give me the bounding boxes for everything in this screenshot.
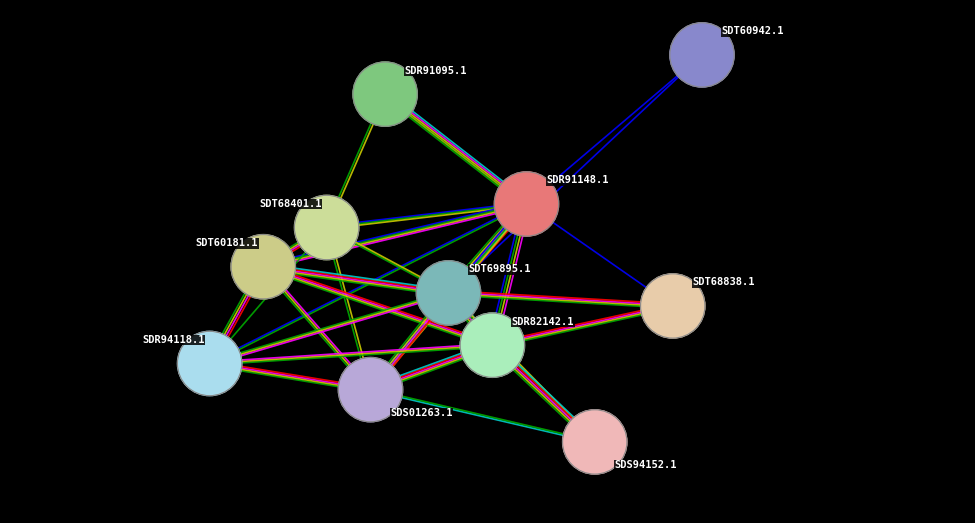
Ellipse shape [353,62,417,127]
Ellipse shape [231,234,295,299]
Ellipse shape [177,331,242,396]
Ellipse shape [294,195,359,260]
Text: SDT60181.1: SDT60181.1 [196,238,258,248]
Ellipse shape [494,172,559,236]
Text: SDT68838.1: SDT68838.1 [692,277,755,288]
Text: SDT60942.1: SDT60942.1 [722,26,784,37]
Ellipse shape [641,274,705,338]
Text: SDR82142.1: SDR82142.1 [512,316,574,327]
Text: SDR91148.1: SDR91148.1 [546,175,608,186]
Ellipse shape [460,313,525,378]
Ellipse shape [670,22,734,87]
Text: SDT68401.1: SDT68401.1 [259,199,322,209]
Text: SDS01263.1: SDS01263.1 [390,408,452,418]
Ellipse shape [563,410,627,474]
Ellipse shape [338,357,403,422]
Text: SDT69895.1: SDT69895.1 [468,264,530,275]
Text: SDR94118.1: SDR94118.1 [142,335,205,345]
Ellipse shape [416,260,481,325]
Text: SDR91095.1: SDR91095.1 [405,65,467,76]
Text: SDS94152.1: SDS94152.1 [614,460,677,471]
